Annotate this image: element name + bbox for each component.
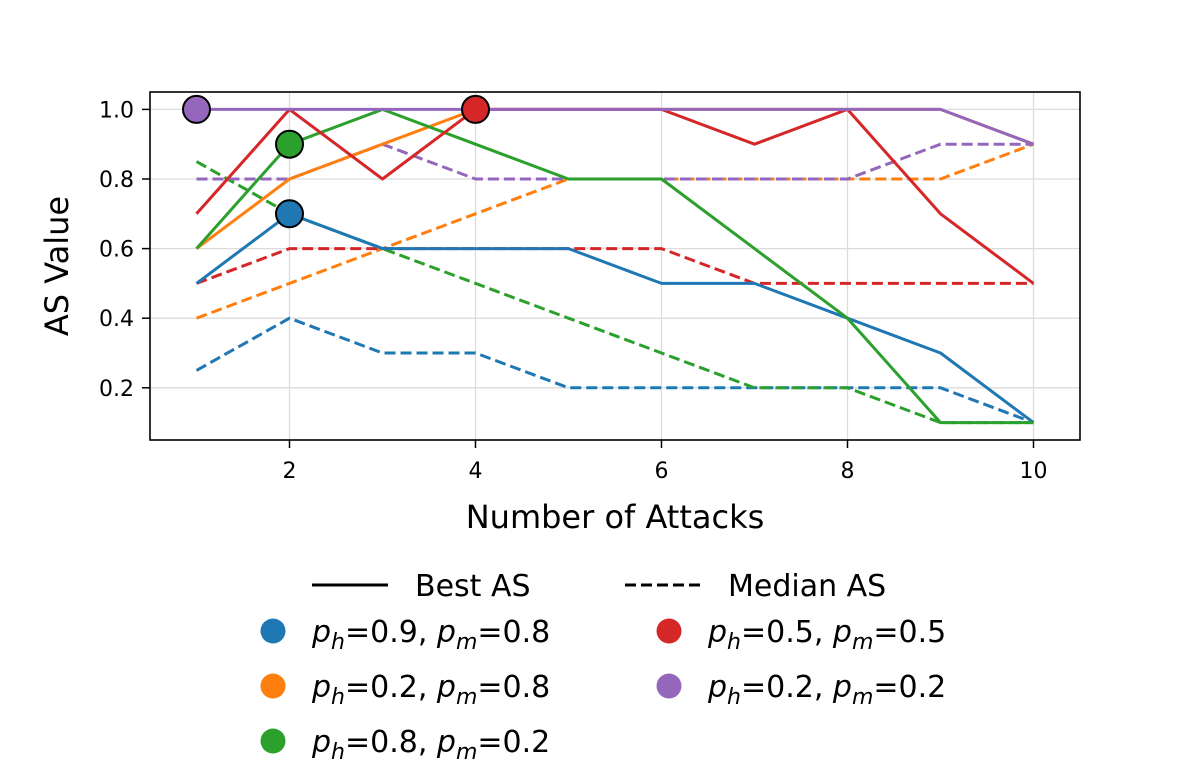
legend-best-as-label: Best AS — [415, 569, 531, 604]
y-tick-label: 0.6 — [99, 238, 134, 263]
x-tick-label: 10 — [1020, 459, 1048, 484]
best-point-marker-08-02 — [275, 129, 304, 159]
y-tick-label: 1.0 — [99, 98, 134, 123]
median-as-line-02-08 — [195, 142, 1035, 320]
best-point-marker-05-05 — [461, 94, 490, 124]
highlight-markers — [182, 94, 490, 229]
best-as-line-02-02 — [196, 107, 1035, 146]
x-tick-label: 4 — [469, 459, 483, 484]
plot-frame — [149, 91, 1081, 441]
legend-swatch-02-02 — [656, 673, 682, 699]
legend-swatch-09-08 — [260, 618, 286, 644]
legend-label-02-08: ph=0.2, pm=0.8 — [311, 670, 550, 710]
median-as-line-09-08 — [195, 316, 1035, 425]
axis-ticks: 2 4 6 8 10 0.2 0.4 0.6 0.8 1.0 — [99, 98, 1048, 484]
legend-label-09-08: ph=0.9, pm=0.8 — [311, 615, 550, 655]
best-as-line-09-08 — [195, 212, 1035, 424]
legend-label-05-05: ph=0.5, pm=0.5 — [707, 615, 946, 655]
y-tick-label: 0.4 — [99, 307, 134, 332]
legend-swatch-05-05 — [656, 618, 682, 644]
y-tick-label: 0.2 — [99, 377, 134, 402]
legend-label-02-02: ph=0.2, pm=0.2 — [707, 670, 946, 710]
best-point-marker-02-02 — [182, 94, 211, 124]
y-axis-title: AS Value — [38, 196, 76, 336]
median-as-line-02-02 — [196, 142, 1034, 181]
legend-series-entries: ph=0.9, pm=0.8 ph=0.2, pm=0.8 ph=0.8, pm=0… — [260, 615, 946, 760]
x-axis-title: Number of Attacks — [466, 498, 765, 536]
y-tick-label: 0.8 — [99, 168, 134, 193]
legend: Best AS Median AS ph=0.9, pm=0.8 ph=0.2, … — [260, 569, 946, 760]
legend-label-08-02: ph=0.8, pm=0.2 — [311, 725, 550, 760]
best-as-line-05-05 — [195, 107, 1035, 285]
median-as-line-05-05 — [195, 247, 1034, 285]
x-tick-label: 6 — [655, 459, 669, 484]
x-tick-label: 8 — [841, 459, 855, 484]
median-as-line-08-02 — [195, 160, 1034, 425]
legend-median-as-label: Median AS — [728, 569, 886, 604]
x-tick-label: 2 — [283, 459, 297, 484]
best-as-line-08-02 — [195, 107, 1034, 425]
series-lines — [195, 107, 1035, 425]
legend-swatch-02-08 — [260, 673, 286, 699]
legend-swatch-08-02 — [260, 728, 286, 754]
best-point-marker-09-08 — [275, 199, 304, 229]
